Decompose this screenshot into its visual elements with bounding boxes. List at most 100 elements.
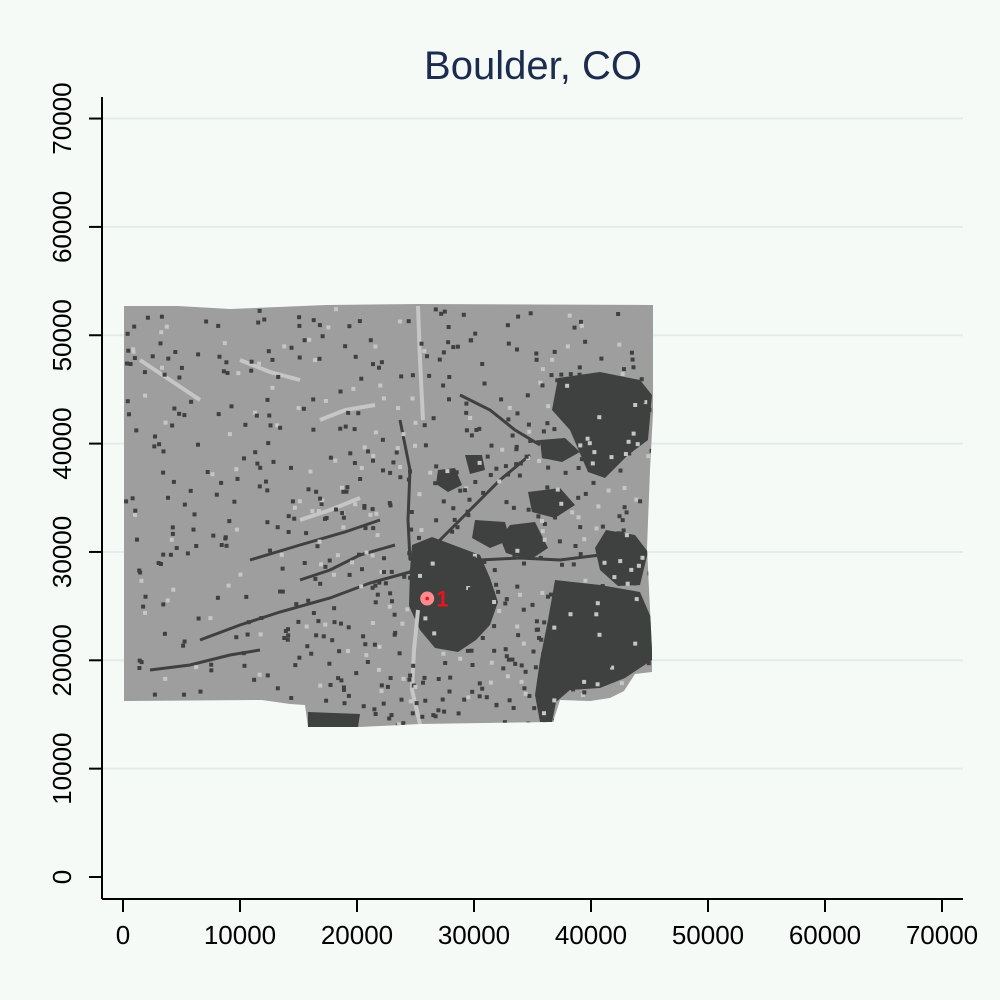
developed-pixel xyxy=(361,704,366,709)
developed-pixel xyxy=(446,325,451,329)
developed-pixel xyxy=(590,707,595,712)
light-pixel xyxy=(234,701,239,706)
developed-pixel xyxy=(473,611,478,616)
developed-pixel xyxy=(170,531,175,536)
developed-pixel xyxy=(191,527,196,532)
developed-pixel xyxy=(599,378,604,383)
developed-pixel xyxy=(525,393,530,398)
developed-pixel xyxy=(166,495,170,500)
developed-pixel xyxy=(536,514,541,519)
developed-pixel xyxy=(563,470,568,475)
developed-pixel xyxy=(416,585,421,590)
site-marker-label: 1 xyxy=(436,587,448,612)
light-pixel xyxy=(379,689,384,693)
developed-area xyxy=(500,522,548,560)
developed-pixel xyxy=(597,454,602,458)
developed-pixel xyxy=(265,397,270,402)
developed-pixel xyxy=(161,449,166,454)
developed-pixel xyxy=(462,697,467,702)
developed-pixel xyxy=(598,638,603,643)
developed-pixel xyxy=(631,365,636,370)
developed-pixel xyxy=(504,500,509,505)
developed-pixel xyxy=(622,505,627,510)
light-pixel xyxy=(466,695,471,700)
developed-pixel xyxy=(301,406,306,411)
x-tick-label: 30000 xyxy=(438,920,510,950)
developed-pixel xyxy=(504,654,509,659)
light-pixel xyxy=(570,510,575,515)
developed-pixel xyxy=(502,720,507,725)
developed-pixel xyxy=(468,587,472,592)
developed-pixel xyxy=(330,638,335,643)
developed-pixel xyxy=(324,698,329,703)
developed-pixel xyxy=(528,311,533,316)
developed-pixel xyxy=(542,620,547,625)
developed-pixel xyxy=(598,395,603,400)
developed-pixel xyxy=(628,704,633,709)
light-pixel xyxy=(625,581,630,586)
light-feature xyxy=(138,358,202,402)
developed-pixel xyxy=(398,475,403,480)
developed-pixel xyxy=(135,537,139,542)
developed-pixel xyxy=(216,412,221,417)
developed-pixel xyxy=(343,424,348,429)
light-pixel xyxy=(643,400,648,405)
developed-pixel xyxy=(380,437,385,442)
developed-pixel xyxy=(480,362,485,366)
developed-pixel xyxy=(219,480,224,485)
developed-pixel xyxy=(605,456,610,461)
developed-pixel xyxy=(552,427,557,432)
developed-pixel xyxy=(555,391,560,396)
developed-pixel xyxy=(232,499,237,504)
light-pixel xyxy=(629,567,634,572)
light-pixel xyxy=(635,442,640,447)
developed-pixel xyxy=(130,496,135,501)
developed-pixel xyxy=(268,423,273,428)
y-axis-ticks: 0 10000 20000 30000 40000 50000 60000 70000 xyxy=(47,82,102,884)
developed-area xyxy=(308,712,360,727)
developed-pixel xyxy=(249,359,254,364)
developed-pixel xyxy=(627,451,632,456)
developed-pixel xyxy=(382,570,386,574)
light-pixel xyxy=(236,371,241,376)
developed-pixel xyxy=(422,423,427,428)
developed-pixel xyxy=(561,641,565,646)
y-tick-label: 20000 xyxy=(47,624,77,696)
developed-pixel xyxy=(591,480,596,485)
developed-pixel xyxy=(379,683,384,688)
developed-pixel xyxy=(182,692,186,697)
developed-pixel xyxy=(515,584,520,589)
developed-pixel xyxy=(282,636,287,640)
light-pixel xyxy=(620,371,625,376)
developed-pixel xyxy=(582,392,587,396)
developed-pixel xyxy=(492,568,497,573)
developed-pixel xyxy=(356,411,361,416)
developed-pixel xyxy=(388,503,393,508)
developed-pixel xyxy=(494,466,499,471)
developed-pixel xyxy=(526,721,531,726)
developed-pixel xyxy=(559,626,564,631)
developed-pixel xyxy=(470,663,475,667)
developed-pixel xyxy=(598,429,603,434)
light-pixel xyxy=(257,361,261,366)
developed-pixel xyxy=(347,572,352,577)
developed-pixel xyxy=(283,629,288,633)
light-pixel xyxy=(210,472,215,477)
developed-pixel xyxy=(558,610,563,615)
developed-pixel xyxy=(534,619,539,624)
developed-pixel xyxy=(289,696,294,700)
developed-pixel xyxy=(409,556,413,561)
developed-pixel xyxy=(399,697,404,702)
road-line xyxy=(249,518,381,562)
developed-pixel xyxy=(491,591,495,596)
developed-pixel xyxy=(338,389,343,394)
developed-pixel xyxy=(441,350,446,355)
developed-pixel xyxy=(555,378,560,383)
developed-pixel xyxy=(534,351,539,356)
developed-pixel xyxy=(389,713,394,718)
developed-pixel xyxy=(216,323,221,328)
y-tick-label: 30000 xyxy=(47,516,77,588)
developed-pixel xyxy=(589,382,594,387)
developed-pixel xyxy=(482,381,487,386)
developed-pixel xyxy=(595,440,600,445)
